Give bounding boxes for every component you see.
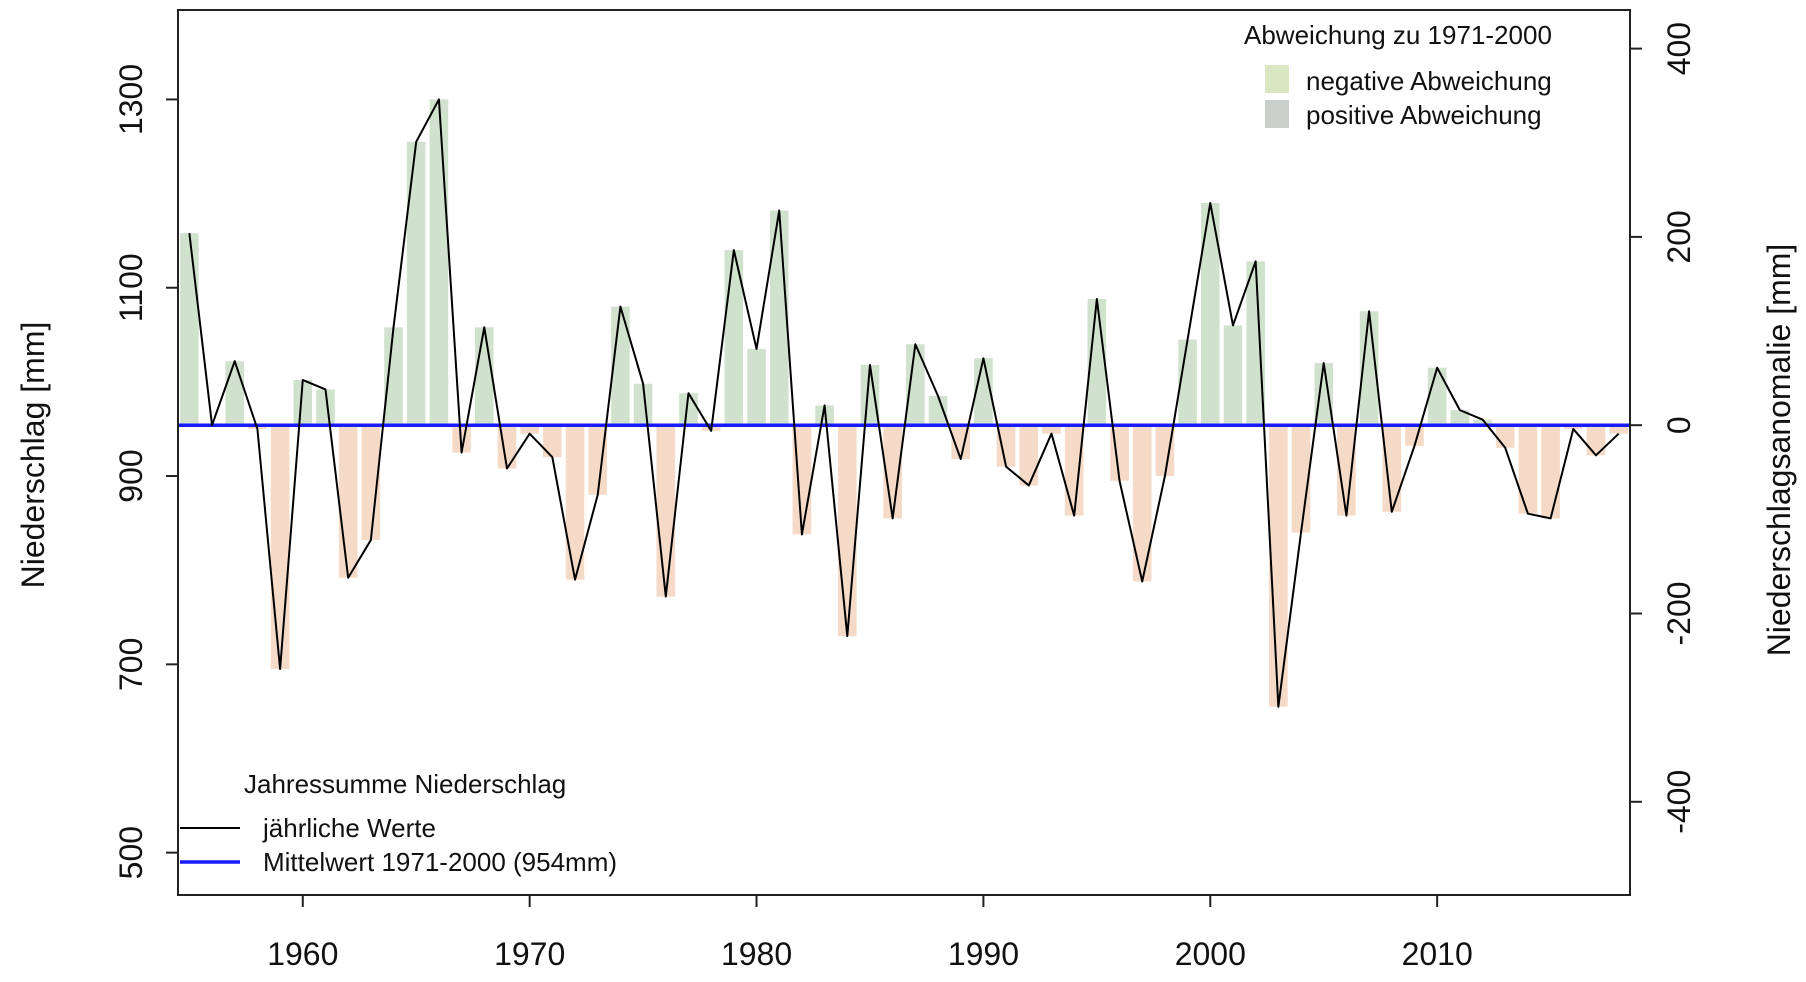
anomaly-bar [1155,425,1175,477]
plot-frame [177,9,1631,896]
anomaly-bar [1518,425,1538,514]
anomaly-bar [1450,410,1470,426]
anomaly-bar [520,425,539,434]
legend-positive-swatch [1265,100,1289,128]
y-right-tick-label: -400 [1661,770,1697,834]
y-left-tick-label: 500 [113,826,149,879]
anomaly-bar [384,327,403,426]
y-axis-left: 500 700 900 1100 1300 [113,64,178,879]
anomaly-bar [1337,425,1356,516]
anomaly-bar [474,327,494,426]
anomaly-bar [1473,419,1492,426]
anomaly-bar [1223,325,1243,426]
x-tick-label: 1980 [721,936,792,972]
anomaly-bar [1246,261,1265,426]
anomaly-bar [1541,425,1560,519]
y-right-tick-label: 400 [1661,22,1697,75]
anomaly-bar [1178,339,1197,426]
legend-deviation-title: Abweichung zu 1971-2000 [1244,20,1552,50]
anomaly-bar [1019,425,1039,486]
anomaly-bar [270,425,290,670]
y-axis-left-title: Niederschlag [mm] [15,322,51,589]
y-left-tick-label: 1300 [113,64,149,135]
y-axis-right-title: Niederschlagsanomalie [mm] [1761,244,1797,657]
anomaly-bar [1200,203,1220,426]
x-tick-label: 1960 [267,936,338,972]
legend-series: Jahressumme Niederschlag jährliche Werte… [180,769,617,877]
anomaly-bar [588,425,608,495]
anomaly-bar [1359,311,1379,426]
y-left-tick-label: 1100 [113,253,149,322]
anomaly-bar [225,361,245,426]
anomaly-bar [1563,425,1583,429]
anomaly-bar [656,425,676,597]
anomaly-bar [837,425,857,637]
anomaly-bar [361,425,381,541]
anomaly-bar [406,141,426,426]
legend-deviation: Abweichung zu 1971-2000 negative Abweich… [1244,20,1552,130]
y-axis-right: -400 -200 0 200 400 [1630,22,1697,834]
anomaly-bar [906,344,925,426]
anomaly-bar [928,396,948,426]
anomaly-bar [1291,425,1311,533]
anomaly-bar [883,425,902,519]
x-tick-label: 2010 [1402,936,1473,972]
y-left-tick-label: 900 [113,449,149,502]
anomaly-bar [611,306,630,426]
y-right-tick-label: 0 [1661,416,1697,434]
legend-mean-label: Mittelwert 1971-2000 (954mm) [263,847,617,877]
legend-negative-swatch [1265,65,1289,93]
legend-negative-label: negative Abweichung [1306,66,1552,96]
anomaly-bar [996,425,1016,467]
anomaly-bar [316,389,335,426]
x-axis: 1960 1970 1980 1990 2000 2010 [267,895,1473,972]
anomaly-bar [180,233,199,426]
anomaly-bar [429,99,449,426]
legend-annual-label: jährliche Werte [262,813,436,843]
anomaly-bar [769,210,789,426]
anomaly-bar [293,380,313,426]
anomaly-bar [1314,363,1334,426]
x-tick-label: 2000 [1175,936,1246,972]
legend-positive-label: positive Abweichung [1306,100,1542,130]
anomaly-bar [565,425,585,580]
legend-series-title: Jahressumme Niederschlag [244,769,566,799]
anomaly-bar [747,348,766,426]
x-tick-label: 1990 [948,936,1019,972]
anomaly-bar [1495,425,1515,448]
anomaly-bar [951,425,971,460]
anomaly-bar [1042,425,1061,434]
y-right-tick-label: -200 [1661,581,1697,645]
y-right-tick-label: 200 [1661,210,1697,263]
annual-values-line [188,98,1620,708]
anomaly-bar [1132,425,1152,582]
anomaly-bar [1269,425,1288,707]
anomaly-bar [1609,425,1628,434]
anomaly-bar [338,425,358,578]
y-left-tick-label: 700 [113,638,149,691]
anomaly-bar [633,383,653,426]
anomaly-bar [1427,367,1447,426]
anomaly-bar [543,425,562,458]
anomaly-bar [1064,425,1084,516]
anomaly-bar [1586,425,1606,456]
anomaly-bar [1382,425,1402,512]
x-tick-label: 1970 [494,936,565,972]
